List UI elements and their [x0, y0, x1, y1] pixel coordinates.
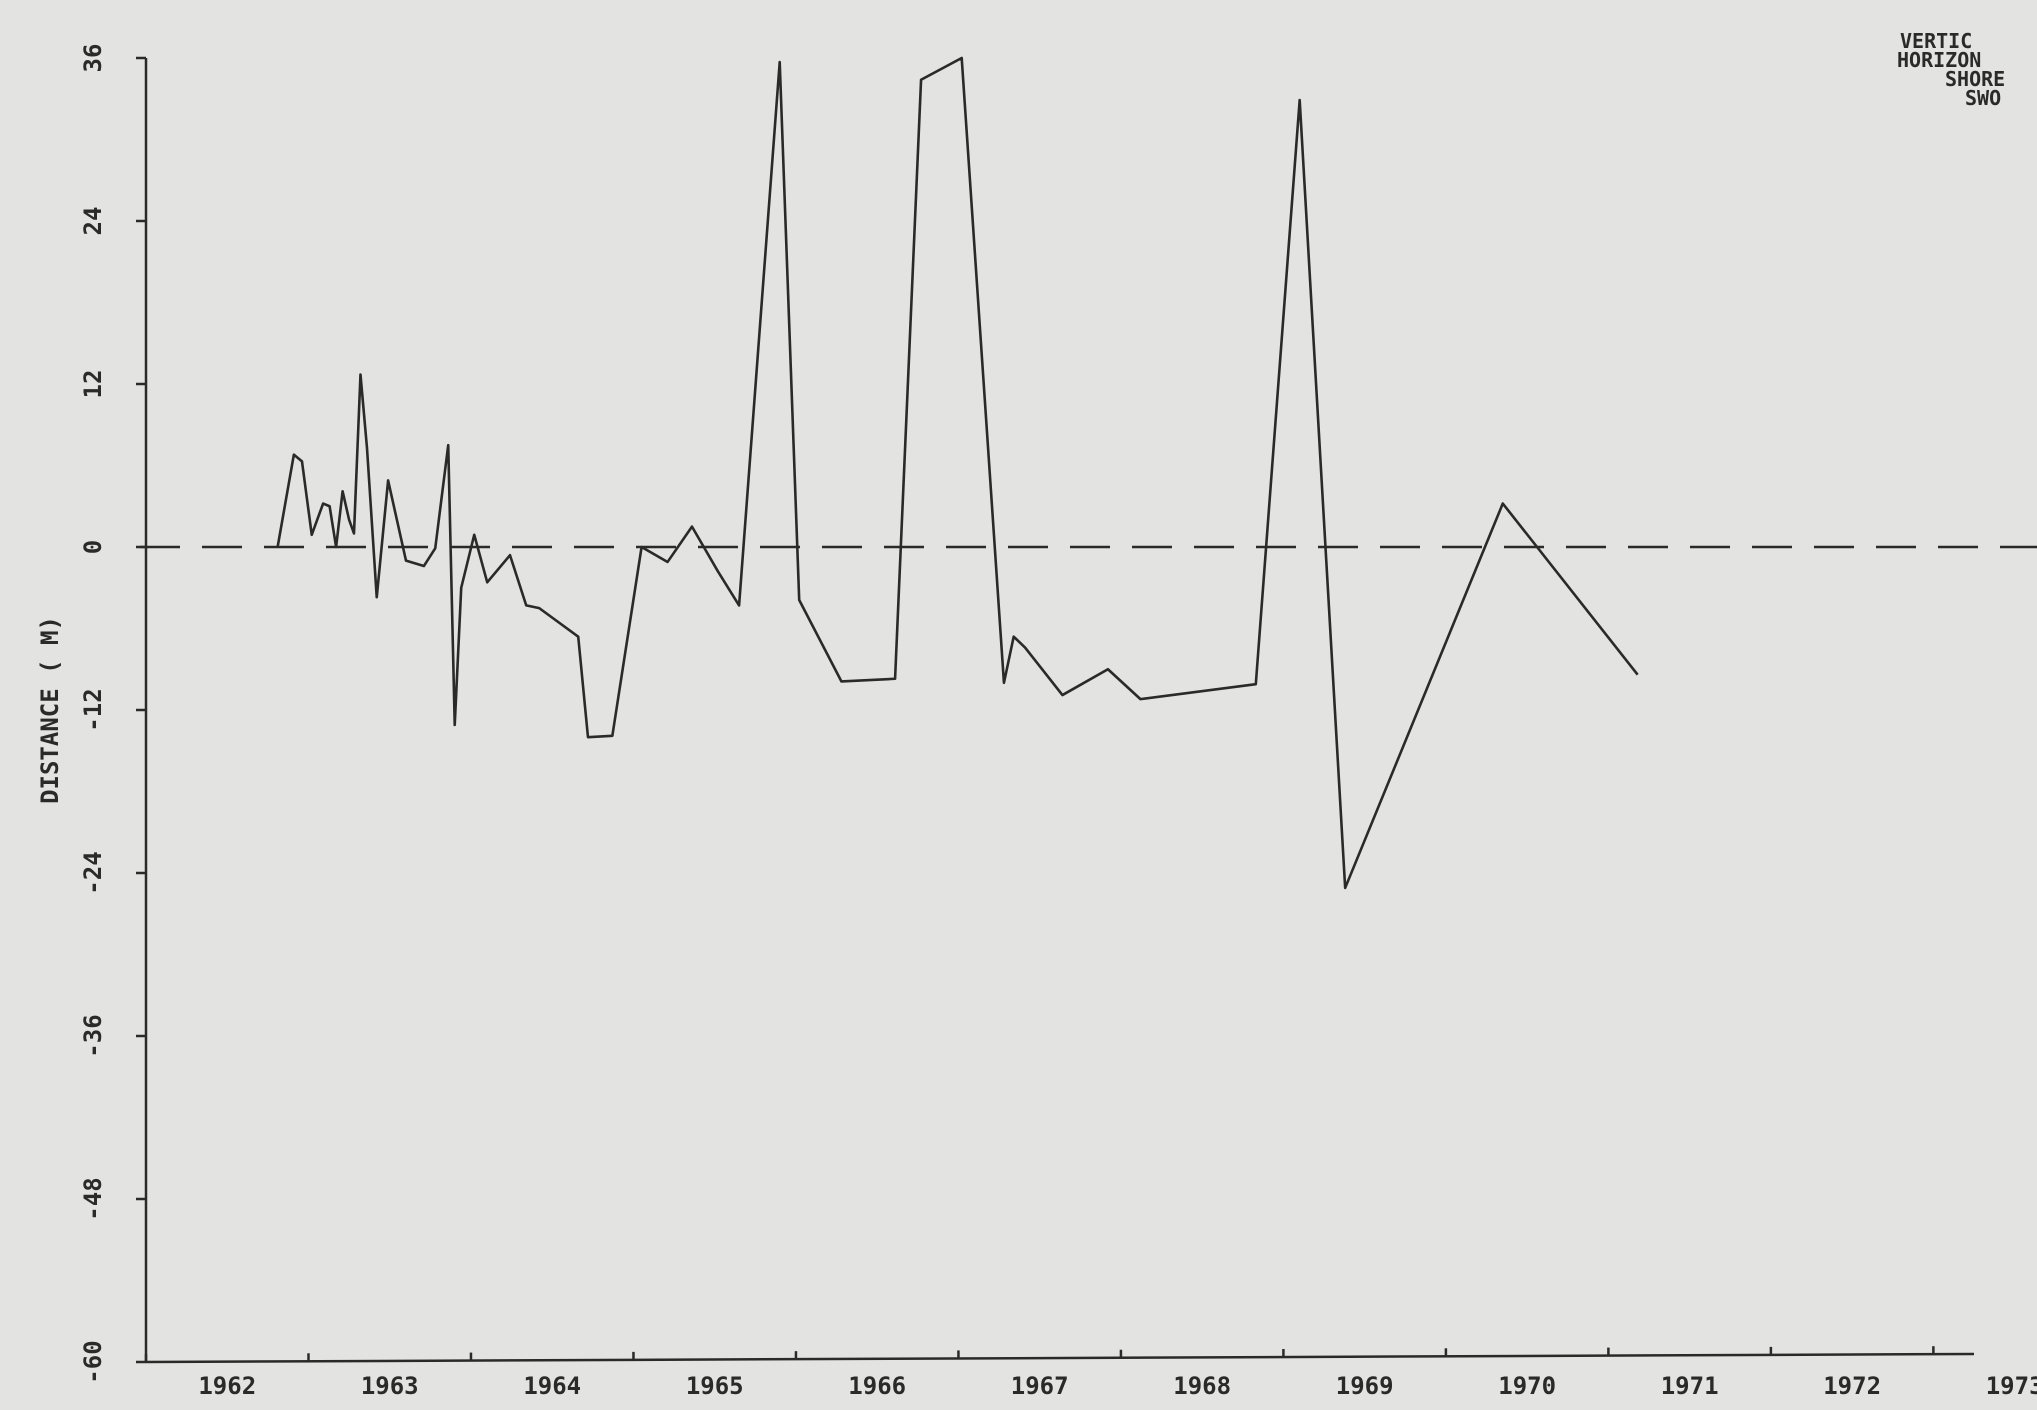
y-tick-label: -36	[79, 1014, 107, 1057]
annotation: SWO	[1965, 86, 2001, 110]
y-tick-label: -48	[79, 1177, 107, 1220]
annotation: HORIZON	[1897, 48, 1981, 72]
x-tick-label: 1973	[1986, 1372, 2037, 1400]
x-tick-label: 1963	[361, 1372, 419, 1400]
y-tick-label: -12	[79, 688, 107, 731]
x-tick-label: 1965	[686, 1372, 744, 1400]
y-tick-label: -24	[79, 851, 107, 894]
x-tick-label: 1966	[848, 1372, 906, 1400]
x-axis	[145, 1352, 1975, 1364]
x-tick-label: 1971	[1661, 1372, 1719, 1400]
annotation: VERTIC	[1900, 29, 1972, 53]
x-tick-label: 1972	[1823, 1372, 1881, 1400]
y-tick-label: 0	[79, 540, 107, 554]
y-tick-label: 36	[79, 44, 107, 73]
y-tick-label: 24	[79, 207, 107, 236]
x-tick-label: 1962	[198, 1372, 256, 1400]
x-tick-label: 1969	[1336, 1372, 1394, 1400]
x-tick-label: 1964	[523, 1372, 581, 1400]
y-tick-label: 12	[79, 370, 107, 399]
x-tick-label: 1968	[1173, 1372, 1231, 1400]
y-axis-label: DISTANCE ( M)	[36, 616, 64, 804]
x-tick-label: 1967	[1011, 1372, 1069, 1400]
data-line	[276, 56, 1639, 890]
y-tick-label: -60	[79, 1340, 107, 1383]
x-tick-label: 1970	[1498, 1372, 1556, 1400]
annotation: SHORE	[1945, 67, 2005, 91]
